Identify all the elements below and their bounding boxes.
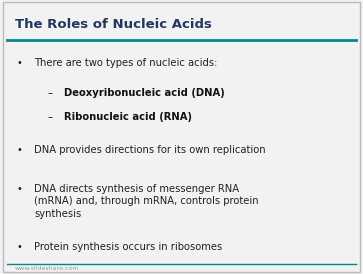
Text: •: • (16, 184, 22, 193)
Text: Deoxyribonucleic acid (DNA): Deoxyribonucleic acid (DNA) (64, 88, 224, 98)
Text: –: – (47, 88, 52, 98)
Text: www.slideshare.com: www.slideshare.com (15, 266, 79, 271)
Text: –: – (47, 112, 52, 122)
Text: Protein synthesis occurs in ribosomes: Protein synthesis occurs in ribosomes (34, 242, 223, 252)
Text: DNA provides directions for its own replication: DNA provides directions for its own repl… (34, 145, 266, 155)
Text: DNA directs synthesis of messenger RNA
(mRNA) and, through mRNA, controls protei: DNA directs synthesis of messenger RNA (… (34, 184, 259, 219)
Text: The Roles of Nucleic Acids: The Roles of Nucleic Acids (15, 18, 211, 31)
Text: •: • (16, 242, 22, 252)
Text: •: • (16, 145, 22, 155)
Text: •: • (16, 58, 22, 67)
Text: There are two types of nucleic acids:: There are two types of nucleic acids: (34, 58, 218, 67)
Text: Ribonucleic acid (RNA): Ribonucleic acid (RNA) (64, 112, 192, 122)
